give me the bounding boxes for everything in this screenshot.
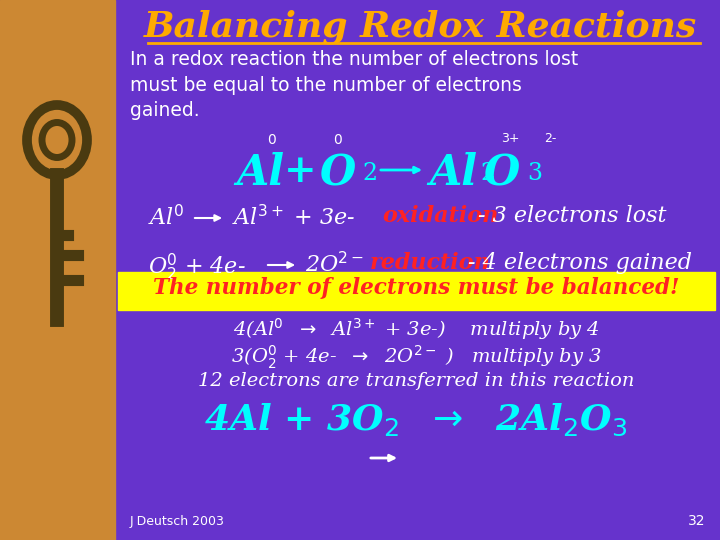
Text: 2: 2 [362,162,377,185]
Text: oxidation: oxidation [382,205,498,227]
Text: 3(O$_2^0$ + 4e-  $\rightarrow$  2O$^{2-}$ )   multiply by 3: 3(O$_2^0$ + 4e- $\rightarrow$ 2O$^{2-}$ … [230,344,601,372]
Text: 32: 32 [688,514,705,528]
Text: O: O [484,152,520,194]
Text: Al: Al [236,152,284,194]
Text: - 3 electrons lost: - 3 electrons lost [478,205,667,227]
Text: reduction: reduction [370,252,491,274]
Text: 4Al + 3O$_2$  $\rightarrow$  2Al$_2$O$_3$: 4Al + 3O$_2$ $\rightarrow$ 2Al$_2$O$_3$ [204,402,628,438]
Text: In a redox reaction the number of electrons lost
must be equal to the number of : In a redox reaction the number of electr… [130,50,578,120]
Bar [118,272,715,310]
Text: J Deutsch 2003: J Deutsch 2003 [130,515,225,528]
Text: 2-: 2- [544,132,556,145]
Text: Balancing Redox Reactions: Balancing Redox Reactions [143,10,697,44]
Text: The number of electrons must be balanced!: The number of electrons must be balanced… [153,277,679,299]
Text: O: O [320,152,356,194]
Text: 0: 0 [268,133,276,147]
Text: +: + [284,152,316,190]
Text: O$_2^0$ + 4e-: O$_2^0$ + 4e- [148,252,246,283]
Text: Al: Al [429,152,477,194]
Text: Al$^{3+}$ + 3e-: Al$^{3+}$ + 3e- [232,205,356,230]
Text: 3: 3 [527,162,542,185]
Text: 3+: 3+ [500,132,519,145]
Text: 0: 0 [333,133,341,147]
Text: - 4 electrons gained: - 4 electrons gained [468,252,692,274]
Text: 4(Al$^0$  $\rightarrow$  Al$^{3+}$ + 3e-)    multiply by 4: 4(Al$^0$ $\rightarrow$ Al$^{3+}$ + 3e-) … [233,316,599,342]
Text: 12 electrons are transferred in this reaction: 12 electrons are transferred in this rea… [198,372,634,390]
Text: Al$^0$: Al$^0$ [148,205,184,230]
Text: 2O$^{2-}$: 2O$^{2-}$ [305,252,364,277]
Bar [0,0,115,540]
Text: 2: 2 [480,162,495,185]
